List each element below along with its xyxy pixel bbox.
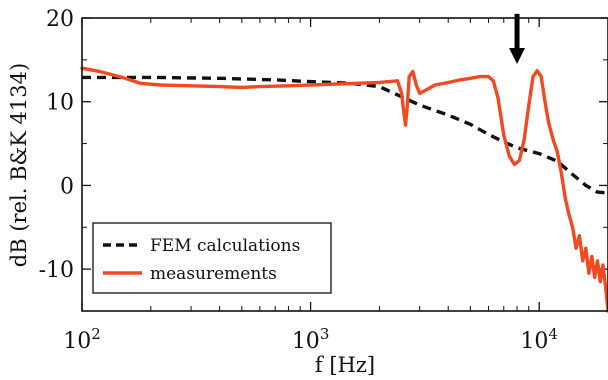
x-tick-label: 104 <box>520 325 558 354</box>
plot-frame <box>81 17 608 312</box>
y-axis-label: dB (rel. B&K 4134) <box>7 63 31 267</box>
x-tick-label: 103 <box>292 325 330 354</box>
series-line-fem-calculations <box>82 75 608 195</box>
tick-labels: 102 103 104 -10 0 10 20 <box>39 7 558 354</box>
x-axis-label: f [Hz] <box>315 353 375 377</box>
legend: FEM calculations measurements <box>92 222 332 294</box>
arrow-head <box>509 48 526 65</box>
annotation-arrow <box>509 13 526 65</box>
legend-box <box>92 222 332 294</box>
series-line-measurements <box>80 66 608 313</box>
legend-label-measurements: measurements <box>150 264 277 284</box>
y-tick-label: 20 <box>46 7 74 32</box>
series-lines <box>80 66 608 313</box>
y-tick-label: 10 <box>46 91 74 116</box>
x-tick-label: 102 <box>63 325 101 354</box>
y-tick-label: -10 <box>39 258 74 283</box>
legend-label-fem: FEM calculations <box>150 236 300 256</box>
y-tick-label: 0 <box>60 174 74 199</box>
